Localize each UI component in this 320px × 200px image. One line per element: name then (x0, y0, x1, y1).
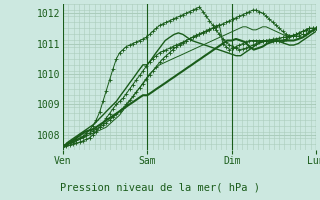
Text: Pression niveau de la mer( hPa ): Pression niveau de la mer( hPa ) (60, 182, 260, 192)
